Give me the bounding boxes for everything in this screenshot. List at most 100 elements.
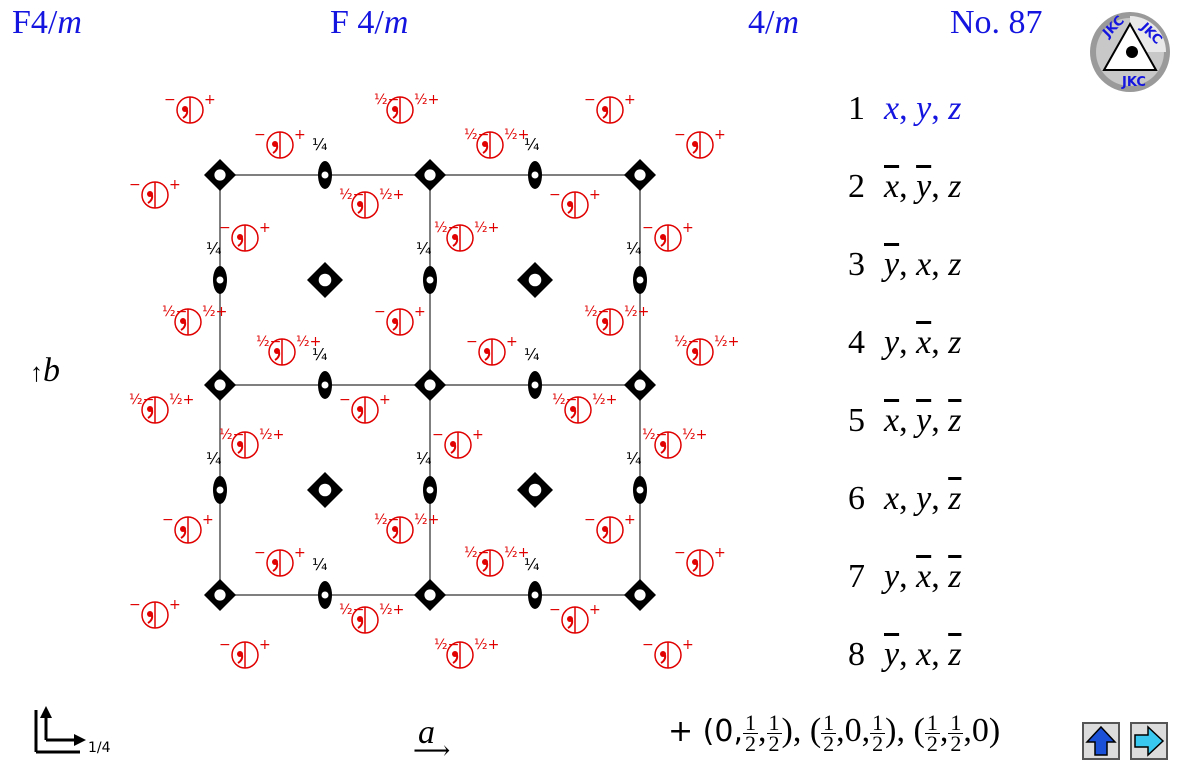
general-position: − + [162, 512, 214, 544]
svg-text:½−: ½− [464, 545, 489, 561]
operation-4: 4 y, x, z [848, 324, 961, 362]
svg-text:−: − [549, 187, 561, 203]
operation-coordinates: x, y, z [884, 402, 962, 439]
general-position: − + [549, 187, 601, 219]
svg-text:½−: ½− [374, 92, 399, 108]
fourfold-axis-symbol [414, 159, 446, 191]
operation-number: 4 [848, 324, 865, 361]
fourfold-axis-symbol [204, 159, 236, 191]
svg-text:½−: ½− [162, 304, 187, 320]
arrow-right-icon [1134, 725, 1165, 757]
svg-text:+: + [506, 334, 518, 350]
svg-text:−: − [219, 637, 231, 653]
svg-text:½−: ½− [674, 334, 699, 350]
svg-text:+: + [472, 427, 484, 443]
general-position: ½− ½+ [374, 92, 439, 124]
axis-b-label: ↑b [30, 352, 60, 389]
operation-3: 3 y, x, z [848, 246, 961, 284]
corner-axis-icon [34, 706, 86, 754]
corner-quarter-label: 1/4 [88, 740, 111, 756]
svg-text:½−: ½− [339, 602, 364, 618]
svg-text:+: + [589, 602, 601, 618]
short-symbol: F4/m [12, 4, 82, 41]
svg-text:½+: ½+ [624, 304, 649, 320]
general-position: ½− ½+ [129, 392, 194, 424]
twofold-axis-symbol [423, 266, 437, 294]
general-position: ½− ½+ [434, 220, 499, 252]
svg-text:½+: ½+ [414, 92, 439, 108]
svg-text:+: + [624, 92, 636, 108]
svg-text:+: + [714, 127, 726, 143]
svg-text:½+: ½+ [379, 602, 404, 618]
svg-text:½−: ½− [129, 392, 154, 408]
svg-text:½+: ½+ [504, 545, 529, 561]
general-position: ½− ½+ [339, 602, 404, 634]
general-position: ½− ½+ [434, 637, 499, 669]
next-button[interactable] [1130, 722, 1168, 760]
operation-coordinates: y, x, z [884, 324, 962, 361]
fourfold-axis-symbol [204, 369, 236, 401]
svg-text:−: − [584, 92, 596, 108]
svg-text:JKC: JKC [1121, 75, 1146, 90]
svg-text:+: + [294, 127, 306, 143]
twofold-axis-symbol [528, 581, 542, 609]
twofold-axis-symbol [528, 161, 542, 189]
twofold-axis-symbol [318, 581, 332, 609]
svg-text:+: + [624, 512, 636, 528]
svg-text:½+: ½+ [504, 127, 529, 143]
operation-number: 3 [848, 246, 865, 283]
svg-text:+: + [379, 392, 391, 408]
quarter-height-label: ¼ [524, 555, 540, 574]
operation-coordinates: x, y, z [884, 168, 962, 205]
operation-5: 5 x, y, z [848, 402, 961, 440]
svg-text:−: − [674, 127, 686, 143]
svg-text:−: − [254, 545, 266, 561]
centering-vectors: + (0, 1 2, 1 2), (1 2,0, 1 2), (1 2, 1 2,0) [668, 709, 1001, 756]
twofold-axis-symbol [633, 476, 647, 504]
fourfold-axis-symbol [517, 472, 553, 508]
svg-text:+: + [682, 637, 694, 653]
svg-text:½−: ½− [552, 392, 577, 408]
general-position: − + [642, 637, 694, 669]
fourfold-axis-symbol [517, 262, 553, 298]
twofold-axis-symbol [213, 476, 227, 504]
general-position: − + [674, 545, 726, 577]
svg-text:−: − [129, 177, 141, 193]
fourfold-axis-symbol [624, 579, 656, 611]
space-group-number: No. 87 [950, 4, 1043, 41]
general-position: − + [642, 220, 694, 252]
general-position: ½− ½+ [339, 187, 404, 219]
svg-text:½+: ½+ [379, 187, 404, 203]
svg-text:½−: ½− [434, 637, 459, 653]
general-position: ½− ½+ [642, 427, 707, 459]
operation-1: 1 x, y, z [848, 90, 961, 128]
general-position: − + [129, 597, 181, 629]
arrow-up-icon [1085, 725, 1117, 756]
svg-text:½+: ½+ [474, 220, 499, 236]
general-position: − + [219, 637, 271, 669]
up-button[interactable] [1082, 722, 1120, 760]
svg-text:½+: ½+ [414, 512, 439, 528]
svg-text:−: − [584, 512, 596, 528]
svg-text:½+: ½+ [682, 427, 707, 443]
svg-text:−: − [432, 427, 444, 443]
general-position: − + [584, 92, 636, 124]
fourfold-axis-symbol [624, 369, 656, 401]
fourfold-axis-symbol [414, 369, 446, 401]
fourfold-axis-symbol [307, 472, 343, 508]
svg-text:+: + [589, 187, 601, 203]
quarter-height-label: ¼ [626, 449, 642, 468]
svg-text:½−: ½− [339, 187, 364, 203]
general-position: − + [219, 220, 271, 252]
quarter-height-label: ¼ [626, 239, 642, 258]
general-position: ½− ½+ [374, 512, 439, 544]
general-position: ½− ½+ [256, 334, 321, 366]
svg-text:−: − [374, 304, 386, 320]
svg-text:−: − [642, 637, 654, 653]
svg-text:+: + [204, 92, 216, 108]
general-position: − + [466, 334, 518, 366]
quarter-height-label: ¼ [524, 135, 540, 154]
svg-text:−: − [642, 220, 654, 236]
svg-text:+: + [714, 545, 726, 561]
general-position: − + [164, 92, 216, 124]
